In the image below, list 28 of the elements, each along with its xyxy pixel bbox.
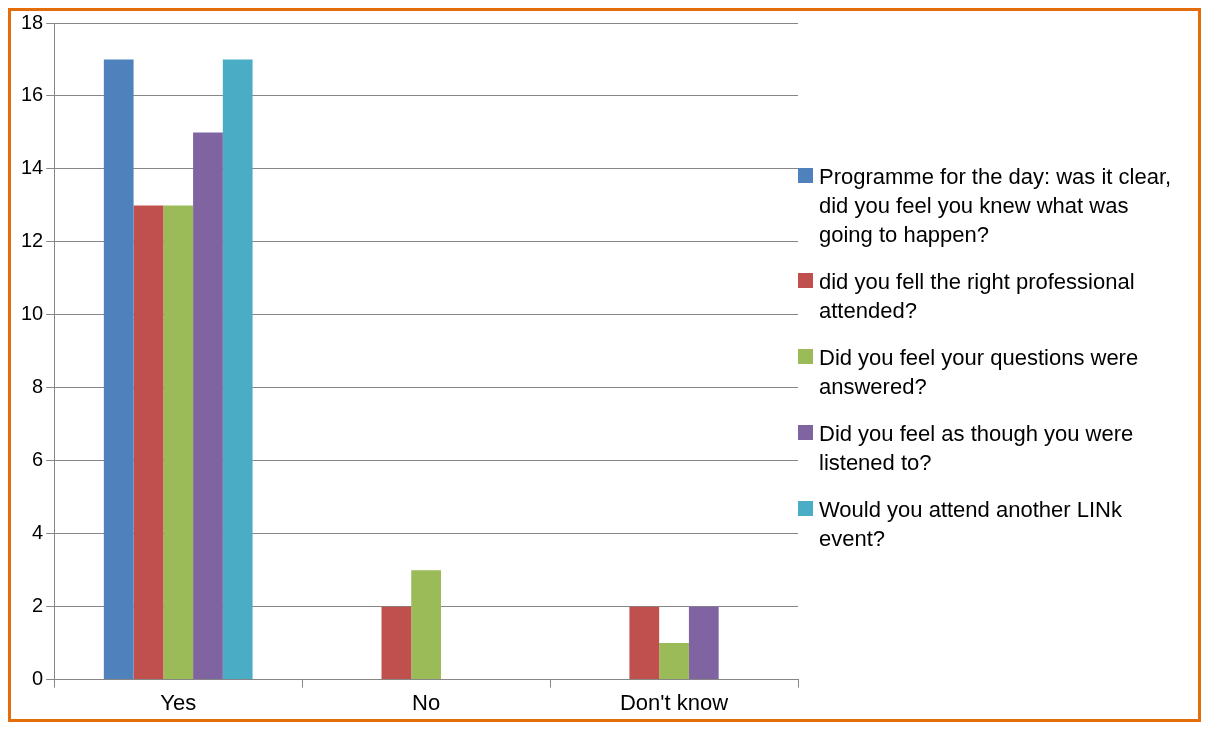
bar [222,59,253,680]
bar [688,606,719,680]
legend-label: Did you feel as though you were listened to? [819,419,1135,477]
bar [103,59,134,680]
legend-label: Did you feel your questions were answered? [819,343,1140,401]
bar [629,606,660,680]
bar [163,205,194,680]
y-tick-label: 16 [21,83,44,106]
y-tick-label: 10 [21,302,44,325]
bar [133,205,164,680]
legend-label: Would you attend another LINk event? [819,495,1123,553]
x-tick-label: No [412,689,441,715]
y-tick-label: 6 [32,448,44,471]
bar [411,570,441,680]
legend-label: did you fell the right professional attended? [819,267,1136,325]
y-tick-label: 14 [21,156,44,179]
y-tick-label: 8 [32,375,44,398]
bar [659,643,689,680]
bar [381,606,412,680]
x-tick-label: Don't know [619,689,729,715]
x-tick-label: Yes [160,689,197,715]
y-tick-label: 4 [32,521,44,544]
legend-label: Programme for the day: was it clear, did you feel you knew what was going to happen? [819,162,1173,249]
y-tick-label: 18 [21,10,44,33]
y-tick-label: 0 [32,667,44,690]
bar [193,132,223,680]
y-tick-label: 12 [21,229,44,252]
y-tick-label: 2 [32,594,44,617]
